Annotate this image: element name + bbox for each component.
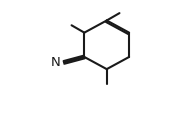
Text: N: N bbox=[51, 56, 61, 69]
